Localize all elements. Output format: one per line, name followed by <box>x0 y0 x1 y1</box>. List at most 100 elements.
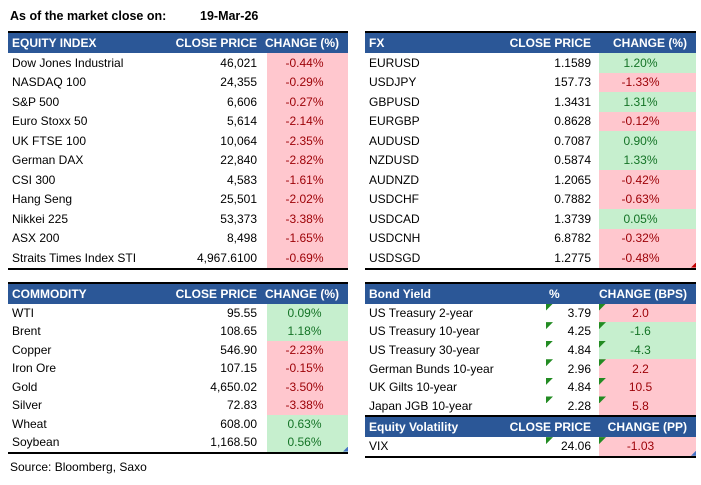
error-flag-icon <box>599 340 606 348</box>
change-value: -0.27% <box>267 92 348 112</box>
change-value: -2.35% <box>267 131 348 151</box>
close-price-value: 0.5874 <box>554 153 591 168</box>
change-value: 1.31% <box>599 92 696 112</box>
table-row: WTI 95.55 0.09% <box>8 303 348 322</box>
table-row: USDSGD 1.2775 -0.48% <box>365 248 696 268</box>
commodity-table-header: COMMODITY CLOSE PRICE CHANGE (%) <box>8 283 348 304</box>
table-row: S&P 500 6,606 -0.27% <box>8 92 348 112</box>
close-price-value: 24.06 <box>545 437 599 456</box>
close-price-value: 0.7882 <box>554 192 591 207</box>
instrument-name: UK FTSE 100 <box>12 133 87 148</box>
close-price-value: 95.55 <box>226 305 257 320</box>
bond-table-header: Bond Yield % CHANGE (BPS) <box>365 283 696 304</box>
instrument-name: Iron Ore <box>12 361 57 376</box>
close-price-value: 157.73 <box>554 75 591 90</box>
close-price-value: 0.7087 <box>554 133 591 148</box>
table-row: Japan JGB 10-year 2.28 5.8 <box>365 396 696 416</box>
as-of-label: As of the market close on: <box>10 9 167 23</box>
table-row: AUDUSD 0.7087 0.90% <box>365 131 696 151</box>
table-row: Euro Stoxx 50 5,614 -2.14% <box>8 111 348 131</box>
table-row: German DAX 22,840 -2.82% <box>8 150 348 170</box>
close-price-value: 25,501 <box>220 192 257 207</box>
as-of-date: 19-Mar-26 <box>200 9 259 23</box>
error-flag-icon <box>599 322 606 330</box>
instrument-name: ASX 200 <box>12 231 60 246</box>
change-value: -1.03 <box>599 437 696 456</box>
change-value: -0.42% <box>599 170 696 190</box>
change-value: -0.48% <box>599 248 696 268</box>
instrument-name: Wheat <box>12 416 47 431</box>
table-row: Silver 72.83 -3.38% <box>8 396 348 415</box>
table-row: NASDAQ 100 24,355 -0.29% <box>8 72 348 92</box>
close-price-header: CLOSE PRICE <box>509 36 591 50</box>
instrument-name: Dow Jones Industrial <box>12 55 124 70</box>
close-price-value: 6.8782 <box>554 231 591 246</box>
close-price-value: 8,498 <box>226 231 257 246</box>
change-value: -0.32% <box>599 228 696 248</box>
instrument-name: US Treasury 2-year <box>369 305 474 320</box>
change-value: -2.14% <box>267 111 348 131</box>
change-value: -0.29% <box>267 72 348 92</box>
error-flag-icon <box>599 396 606 404</box>
instrument-name: German Bunds 10-year <box>369 361 494 376</box>
instrument-name: WTI <box>12 305 34 320</box>
table-row: USDCHF 0.7882 -0.63% <box>365 189 696 209</box>
table-row: UK FTSE 100 10,064 -2.35% <box>8 131 348 151</box>
change-value: -0.63% <box>599 189 696 209</box>
close-price-value: 4.25 <box>545 322 599 341</box>
table-row: US Treasury 2-year 3.79 2.0 <box>365 303 696 323</box>
close-price-value: 72.83 <box>226 398 257 413</box>
change-value: -1.65% <box>267 228 348 248</box>
change-value: 10.5 <box>599 377 696 397</box>
instrument-name: USDCNH <box>369 231 421 246</box>
error-flag-icon <box>599 377 606 385</box>
close-price-value: 5,614 <box>226 114 257 129</box>
close-price-value: 0.8628 <box>554 114 591 129</box>
change-value: -0.15% <box>267 359 348 378</box>
instrument-name: UK Gilts 10-year <box>369 380 458 395</box>
instrument-name: GBPUSD <box>369 94 420 109</box>
close-price-value: 6,606 <box>226 94 257 109</box>
change-value: 1.33% <box>599 150 696 170</box>
instrument-name: Straits Times Index STI <box>12 250 137 265</box>
change-header: CHANGE (%) <box>613 36 687 50</box>
instrument-name: USDCAD <box>369 211 420 226</box>
close-price-value: 2.96 <box>545 359 599 378</box>
table-row: Dow Jones Industrial 46,021 -0.44% <box>8 53 348 73</box>
close-price-header: CLOSE PRICE <box>175 36 257 50</box>
change-header: CHANGE (%) <box>265 36 339 50</box>
change-value: -0.44% <box>267 53 348 73</box>
instrument-name: Euro Stoxx 50 <box>12 114 88 129</box>
volatility-table-header: Equity Volatility CLOSE PRICE CHANGE (PP… <box>365 417 696 438</box>
table-row: CSI 300 4,583 -1.61% <box>8 170 348 190</box>
change-value: 5.8 <box>599 396 696 416</box>
table-row: EURGBP 0.8628 -0.12% <box>365 111 696 131</box>
instrument-name: USDCHF <box>369 192 419 207</box>
equity-table-header: EQUITY INDEX CLOSE PRICE CHANGE (%) <box>8 33 348 53</box>
corner-mark <box>691 450 696 456</box>
corner-mark <box>691 262 696 268</box>
error-flag-icon <box>599 303 606 311</box>
error-flag-icon <box>546 437 553 445</box>
close-price-value: 546.90 <box>220 342 257 357</box>
table-row: USDCAD 1.3739 0.05% <box>365 209 696 229</box>
instrument-name: EURGBP <box>369 114 420 129</box>
close-price-value: 1.2775 <box>554 250 591 265</box>
close-price-value: 3.79 <box>545 303 599 323</box>
change-header: CHANGE (PP) <box>607 420 687 435</box>
instrument-name: EURUSD <box>369 55 420 70</box>
table-title: COMMODITY <box>12 286 87 301</box>
close-price-value: 4,650.02 <box>210 379 257 394</box>
change-value: -0.12% <box>599 111 696 131</box>
change-value: 0.09% <box>267 303 348 322</box>
error-flag-icon <box>599 359 606 367</box>
instrument-name: NASDAQ 100 <box>12 75 87 90</box>
source-note: Source: Bloomberg, Saxo <box>10 460 147 474</box>
table-row: Straits Times Index STI 4,967.6100 -0.69% <box>8 248 348 268</box>
table-row: ASX 200 8,498 -1.65% <box>8 228 348 248</box>
change-value: -3.38% <box>267 396 348 415</box>
error-flag-icon <box>546 322 553 330</box>
instrument-name: Soybean <box>12 435 60 450</box>
table-row: Nikkei 225 53,373 -3.38% <box>8 209 348 229</box>
close-price-value: 4,967.6100 <box>196 250 257 265</box>
